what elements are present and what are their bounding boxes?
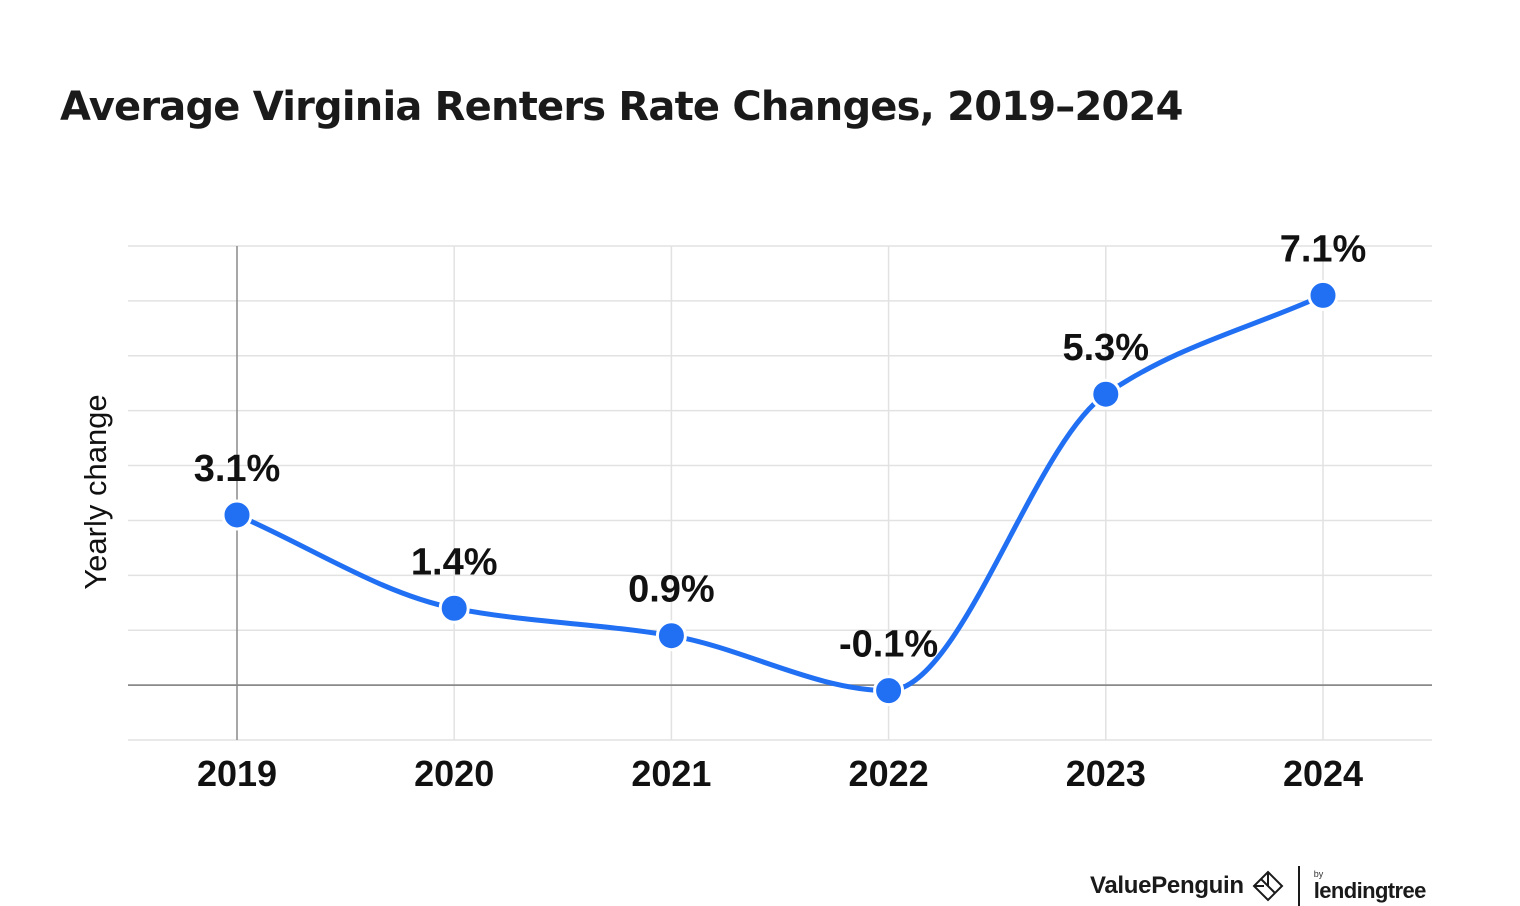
x-tick-2024: 2024 [1283,753,1363,794]
lendingtree-label: lendingtree [1313,878,1427,903]
grid-lines [128,245,1432,741]
chart-title: Average Virginia Renters Rate Changes, 2… [60,84,1183,130]
data-point-2022 [873,675,905,707]
x-tick-2023: 2023 [1066,753,1146,794]
data-point-2020 [438,592,470,624]
x-tick-2021: 2021 [631,753,711,794]
brand-divider [1297,866,1300,906]
data-label-2024: 7.1% [1280,228,1367,270]
data-label-2019: 3.1% [194,448,281,490]
data-points [221,279,1339,707]
data-point-2024 [1307,279,1339,311]
x-tick-labels: 2019 2020 2021 2022 2023 2024 [197,753,1363,794]
lendingtree-brand: by lendingtree [1313,869,1427,903]
data-label-2023: 5.3% [1062,327,1149,369]
footer-branding: ValuePenguin by lendingtree [1090,866,1426,906]
by-label: by [1313,869,1324,879]
x-tick-2020: 2020 [414,753,494,794]
axes [128,246,1432,740]
valuepenguin-logo-icon [1252,870,1284,902]
y-axis-label: Yearly change [78,394,113,589]
data-label-2020: 1.4% [411,541,498,583]
x-tick-2022: 2022 [849,753,929,794]
data-label-2021: 0.9% [628,569,715,611]
data-point-2023 [1090,378,1122,410]
data-labels: 3.1% 1.4% 0.9% -0.1% 5.3% 7.1% [194,228,1367,665]
series-line [234,292,1326,694]
data-point-2021 [655,620,687,652]
series-path [234,292,1326,694]
data-label-2022: -0.1% [839,624,938,666]
x-tick-2019: 2019 [197,753,277,794]
valuepenguin-brand: ValuePenguin [1090,872,1244,899]
data-point-2019 [221,499,253,531]
